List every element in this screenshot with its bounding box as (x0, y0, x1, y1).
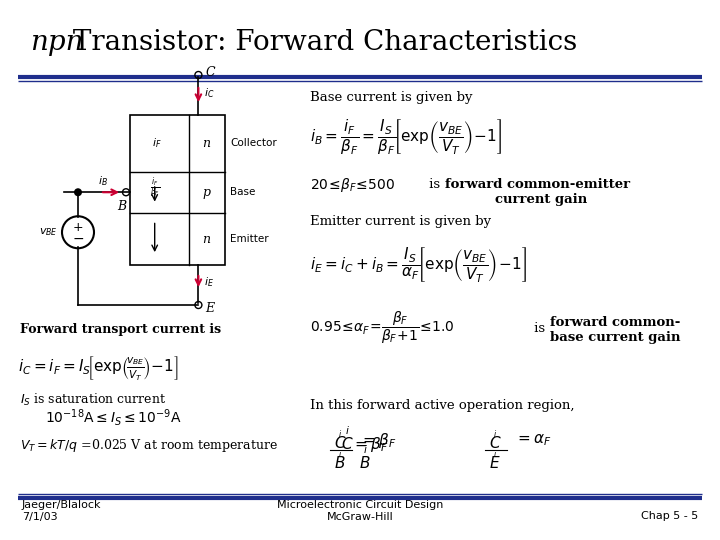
Text: Transistor: Forward Characteristics: Transistor: Forward Characteristics (64, 29, 577, 56)
Text: $20\!\leq\!\beta_F\!\leq\!500$: $20\!\leq\!\beta_F\!\leq\!500$ (310, 176, 395, 194)
Text: +: + (73, 221, 84, 234)
Text: $i_B=\dfrac{i_F}{\beta_F}=\dfrac{I_S}{\beta_F}\!\left[\exp\!\left(\dfrac{v_{BE}}: $i_B=\dfrac{i_F}{\beta_F}=\dfrac{I_S}{\b… (310, 117, 503, 157)
Text: $0.95\!\leq\!\alpha_F\!=\!\dfrac{\beta_F}{\beta_F\!+\!1}\!\leq\!1.0$: $0.95\!\leq\!\alpha_F\!=\!\dfrac{\beta_F… (310, 310, 454, 346)
Text: $i_E$: $i_E$ (204, 275, 215, 289)
Text: $V_T = kT/q\ $=0.025 V at room temperature: $V_T = kT/q\ $=0.025 V at room temperatu… (20, 436, 278, 454)
Text: B: B (117, 200, 127, 213)
Text: C: C (205, 65, 215, 78)
Text: Chap 5 - 5: Chap 5 - 5 (641, 511, 698, 521)
Text: Jaeger/Blalock: Jaeger/Blalock (22, 500, 102, 510)
Text: ${}^{i}$: ${}^{i}$ (493, 450, 497, 460)
Text: $\frac{i_F}{\beta_F}$: $\frac{i_F}{\beta_F}$ (150, 176, 160, 201)
Text: npn: npn (30, 29, 84, 56)
Text: Collector: Collector (230, 138, 276, 149)
Text: $i_B$: $i_B$ (98, 174, 108, 188)
Text: In this forward active operation region,: In this forward active operation region, (310, 399, 575, 411)
Text: 7/1/03: 7/1/03 (22, 512, 58, 522)
Text: $E$: $E$ (489, 455, 501, 471)
Text: $v_{BE}$: $v_{BE}$ (39, 226, 58, 238)
Text: is: is (425, 179, 444, 192)
Text: $\overset{i}{C}=\beta_F$: $\overset{i}{C}=\beta_F$ (341, 425, 389, 455)
Text: ${}^{i}$: ${}^{i}$ (338, 430, 342, 440)
Text: forward common-emitter: forward common-emitter (445, 179, 630, 192)
Text: Forward transport current is: Forward transport current is (20, 323, 221, 336)
Circle shape (74, 188, 82, 196)
Text: McGraw-Hill: McGraw-Hill (327, 512, 393, 522)
Text: Base current is given by: Base current is given by (310, 91, 472, 104)
Text: ${}^{i}$: ${}^{i}$ (493, 430, 497, 440)
Text: −: − (72, 232, 84, 246)
Text: current gain: current gain (495, 193, 588, 206)
Text: forward common-: forward common- (550, 315, 680, 328)
Text: $i_C$: $i_C$ (204, 86, 215, 100)
Text: $i_F$: $i_F$ (152, 137, 161, 151)
Text: Emitter: Emitter (230, 234, 269, 245)
Text: $10^{-18}\mathrm{A}\leq I_S\leq10^{-9}\mathrm{A}$: $10^{-18}\mathrm{A}\leq I_S\leq10^{-9}\m… (45, 408, 181, 429)
Text: $i_C=i_F=I_S\!\left[\exp\!\left(\!\frac{v_{BE}}{V_T}\!\right)\!-\!1\right]$: $i_C=i_F=I_S\!\left[\exp\!\left(\!\frac{… (18, 354, 179, 382)
Text: Base: Base (230, 187, 256, 197)
Text: $=\alpha_F$: $=\alpha_F$ (515, 432, 552, 448)
Text: n: n (202, 137, 210, 150)
Text: Microelectronic Circuit Design: Microelectronic Circuit Design (276, 500, 444, 510)
Text: $=\beta_F$: $=\beta_F$ (360, 430, 397, 449)
Text: $\overset{i}{B}$: $\overset{i}{B}$ (359, 444, 371, 471)
Text: base current gain: base current gain (550, 332, 680, 345)
Text: $B$: $B$ (334, 455, 346, 471)
Text: p: p (202, 186, 210, 199)
Bar (130, 115, 225, 265)
Text: ${}^{i}$: ${}^{i}$ (338, 450, 342, 460)
Text: $C$: $C$ (489, 435, 501, 451)
Text: $I_S$ is saturation current: $I_S$ is saturation current (20, 392, 166, 408)
Text: n: n (202, 233, 210, 246)
Text: $i_E=i_C+i_B=\dfrac{I_S}{\alpha_F}\!\left[\exp\!\left(\dfrac{v_{BE}}{V_T}\right): $i_E=i_C+i_B=\dfrac{I_S}{\alpha_F}\!\lef… (310, 246, 527, 285)
Text: E: E (205, 301, 215, 314)
Text: Emitter current is given by: Emitter current is given by (310, 215, 491, 228)
Text: $C$: $C$ (333, 435, 346, 451)
Text: is: is (530, 321, 549, 334)
